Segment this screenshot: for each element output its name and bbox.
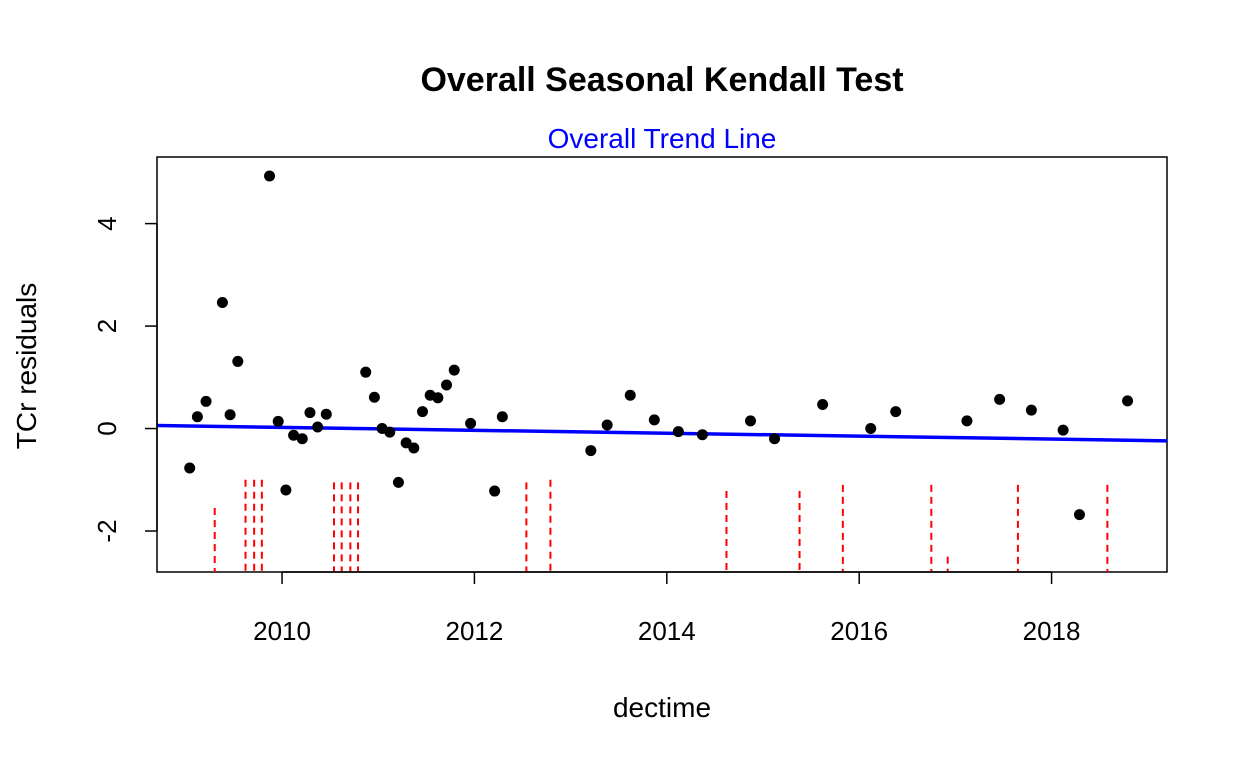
- data-point-38: [865, 423, 877, 435]
- data-point-7: [272, 415, 284, 427]
- y-tick-label-3: 4: [92, 216, 122, 230]
- data-point-17: [384, 426, 396, 438]
- data-point-2: [200, 395, 212, 407]
- x-tick-label-3: 2016: [830, 616, 888, 646]
- data-point-35: [744, 415, 756, 427]
- x-tick-label-2: 2014: [638, 616, 696, 646]
- data-point-12: [312, 421, 324, 433]
- data-point-18: [392, 476, 404, 488]
- data-point-37: [817, 398, 829, 410]
- data-point-26: [465, 417, 477, 429]
- data-point-36: [769, 433, 781, 445]
- y-tick-label-2: 2: [92, 319, 122, 333]
- data-point-40: [961, 415, 973, 427]
- data-point-4: [224, 409, 236, 421]
- x-tick-label-0: 2010: [253, 616, 311, 646]
- data-point-13: [320, 408, 332, 420]
- data-point-14: [360, 366, 372, 378]
- data-point-27: [489, 485, 501, 497]
- data-point-1: [191, 411, 203, 423]
- x-tick-label-1: 2012: [446, 616, 504, 646]
- data-point-43: [1057, 424, 1069, 436]
- data-point-44: [1073, 509, 1085, 521]
- data-point-28: [496, 411, 508, 423]
- data-point-45: [1122, 395, 1134, 407]
- data-point-41: [994, 393, 1006, 405]
- data-point-0: [184, 462, 196, 474]
- data-point-24: [441, 379, 453, 391]
- data-point-25: [448, 364, 460, 376]
- data-point-20: [408, 442, 420, 454]
- data-point-11: [304, 407, 316, 419]
- x-axis: 2010 2012 2014 2016 2018: [253, 571, 1081, 646]
- data-point-10: [296, 433, 308, 445]
- data-point-29: [585, 445, 597, 457]
- data-point-15: [368, 391, 380, 403]
- vertical-marks: [213, 479, 1109, 572]
- x-tick-label-4: 2018: [1023, 616, 1081, 646]
- y-tick-label-0: -2: [92, 519, 122, 542]
- y-axis: -2 0 2 4: [92, 216, 158, 543]
- data-point-39: [890, 406, 902, 418]
- trend-line-layer: [156, 423, 1168, 443]
- data-point-34: [696, 429, 708, 441]
- chart-subtitle: Overall Trend Line: [548, 123, 777, 154]
- data-point-42: [1025, 404, 1037, 416]
- data-point-31: [624, 389, 636, 401]
- data-point-3: [216, 297, 228, 309]
- plot-frame: [156, 156, 1168, 573]
- data-point-32: [648, 414, 660, 426]
- y-tick-label-1: 0: [92, 421, 122, 435]
- trend-line: [156, 423, 1168, 443]
- data-point-30: [601, 419, 613, 431]
- data-point-21: [416, 406, 428, 418]
- data-point-33: [672, 426, 684, 438]
- chart-title: Overall Seasonal Kendall Test: [420, 61, 903, 99]
- data-point-5: [232, 355, 244, 367]
- data-point-8: [280, 484, 292, 496]
- data-point-9: [288, 429, 300, 441]
- x-axis-label: dectime: [613, 692, 711, 723]
- data-points: [184, 170, 1134, 521]
- data-point-23: [432, 392, 444, 404]
- data-point-6: [264, 170, 276, 182]
- y-axis-label: TCr residuals: [11, 283, 42, 449]
